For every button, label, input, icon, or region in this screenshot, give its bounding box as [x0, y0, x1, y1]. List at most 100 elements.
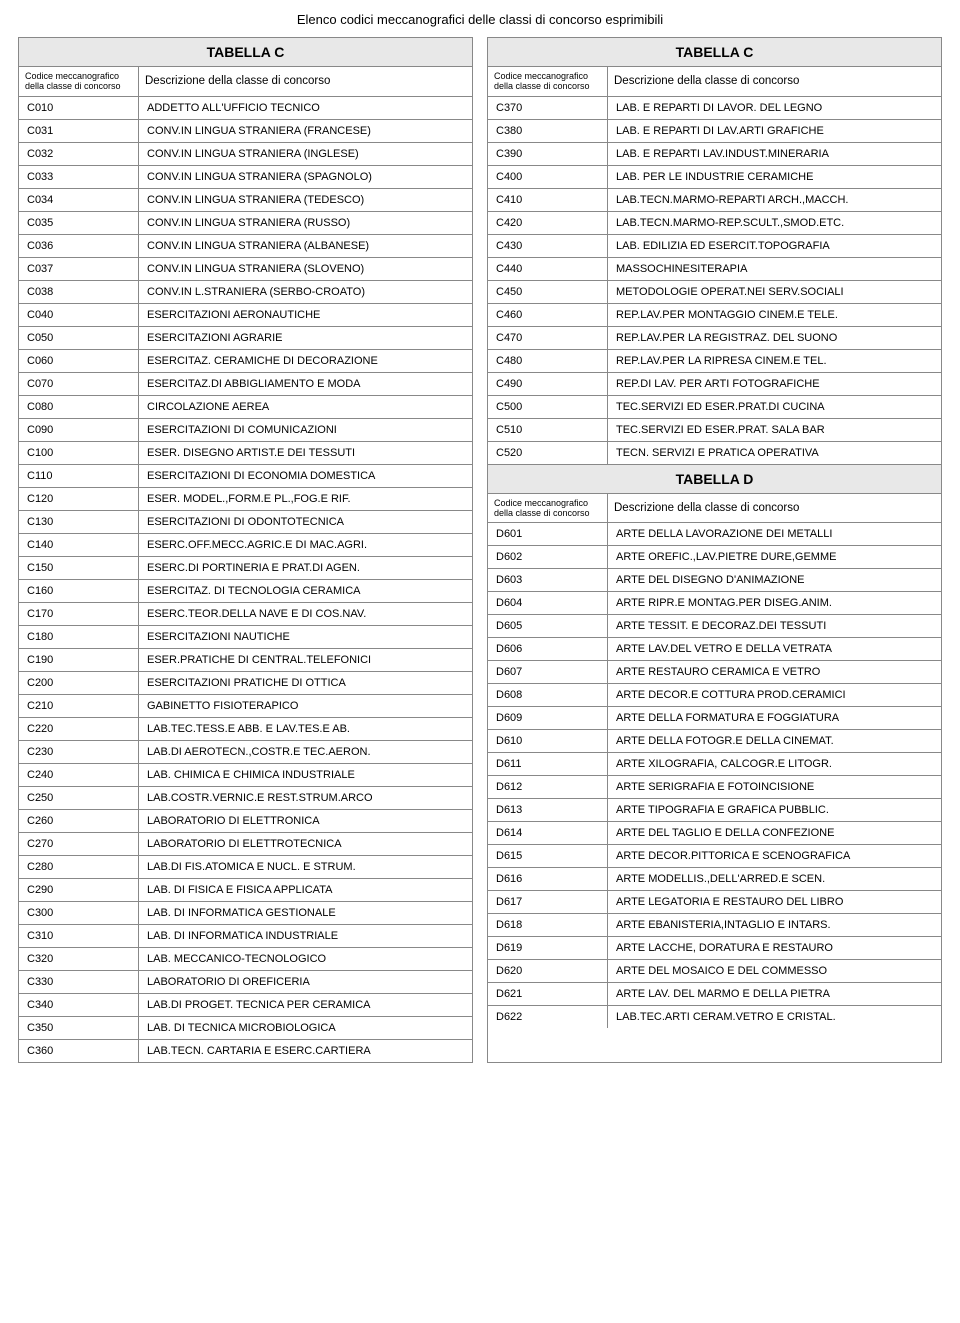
code-cell: C080	[19, 396, 139, 418]
desc-cell: LAB. DI INFORMATICA GESTIONALE	[139, 902, 472, 924]
table-row: C270LABORATORIO DI ELETTROTECNICA	[19, 833, 472, 856]
desc-cell: REP.DI LAV. PER ARTI FOTOGRAFICHE	[608, 373, 941, 395]
table-row: D607ARTE RESTAURO CERAMICA E VETRO	[488, 661, 941, 684]
subheader-desc: Descrizione della classe di concorso	[608, 494, 941, 523]
code-cell: C420	[488, 212, 608, 234]
desc-cell: CONV.IN LINGUA STRANIERA (ALBANESE)	[139, 235, 472, 257]
desc-cell: METODOLOGIE OPERAT.NEI SERV.SOCIALI	[608, 281, 941, 303]
code-cell: D617	[488, 891, 608, 913]
code-cell: C280	[19, 856, 139, 878]
desc-cell: ARTE LAV. DEL MARMO E DELLA PIETRA	[608, 983, 941, 1005]
code-cell: C380	[488, 120, 608, 142]
table-row: C260LABORATORIO DI ELETTRONICA	[19, 810, 472, 833]
desc-cell: ARTE LEGATORIA E RESTAURO DEL LIBRO	[608, 891, 941, 913]
table-row: C280LAB.DI FIS.ATOMICA E NUCL. E STRUM.	[19, 856, 472, 879]
table-row: C032CONV.IN LINGUA STRANIERA (INGLESE)	[19, 143, 472, 166]
right-section2-title: TABELLA D	[488, 464, 941, 494]
desc-cell: ESER. DISEGNO ARTIST.E DEI TESSUTI	[139, 442, 472, 464]
code-cell: C500	[488, 396, 608, 418]
code-cell: D606	[488, 638, 608, 660]
table-row: C440MASSOCHINESITERAPIA	[488, 258, 941, 281]
left-section-title: TABELLA C	[19, 38, 472, 67]
right-section1-title: TABELLA C	[488, 38, 941, 67]
code-cell: D601	[488, 523, 608, 545]
subheader-desc: Descrizione della classe di concorso	[139, 67, 472, 96]
desc-cell: ESER. MODEL.,FORM.E PL.,FOG.E RIF.	[139, 488, 472, 510]
desc-cell: ARTE DELLA FORMATURA E FOGGIATURA	[608, 707, 941, 729]
left-rows-container: C010ADDETTO ALL'UFFICIO TECNICOC031CONV.…	[19, 97, 472, 1062]
code-cell: C180	[19, 626, 139, 648]
code-cell: C490	[488, 373, 608, 395]
code-cell: C034	[19, 189, 139, 211]
code-cell: C480	[488, 350, 608, 372]
code-cell: C400	[488, 166, 608, 188]
desc-cell: LAB.DI FIS.ATOMICA E NUCL. E STRUM.	[139, 856, 472, 878]
desc-cell: LAB.TEC.TESS.E ABB. E LAV.TES.E AB.	[139, 718, 472, 740]
table-row: C350LAB. DI TECNICA MICROBIOLOGICA	[19, 1017, 472, 1040]
table-row: C230LAB.DI AEROTECN.,COSTR.E TEC.AERON.	[19, 741, 472, 764]
desc-cell: ESERCITAZIONI AGRARIE	[139, 327, 472, 349]
desc-cell: CONV.IN LINGUA STRANIERA (RUSSO)	[139, 212, 472, 234]
table-row: C050ESERCITAZIONI AGRARIE	[19, 327, 472, 350]
subheader-code-line1: Codice meccanografico	[494, 71, 588, 81]
code-cell: D611	[488, 753, 608, 775]
code-cell: C130	[19, 511, 139, 533]
desc-cell: LAB.TEC.ARTI CERAM.VETRO E CRISTAL.	[608, 1006, 941, 1028]
table-row: C470REP.LAV.PER LA REGISTRAZ. DEL SUONO	[488, 327, 941, 350]
table-row: C310LAB. DI INFORMATICA INDUSTRIALE	[19, 925, 472, 948]
desc-cell: ARTE DECOR.E COTTURA PROD.CERAMICI	[608, 684, 941, 706]
table-row: C140ESERC.OFF.MECC.AGRIC.E DI MAC.AGRI.	[19, 534, 472, 557]
code-cell: D614	[488, 822, 608, 844]
subheader-code-line2: della classe di concorso	[494, 508, 590, 518]
table-row: D601ARTE DELLA LAVORAZIONE DEI METALLI	[488, 523, 941, 546]
code-cell: C430	[488, 235, 608, 257]
table-row: C480REP.LAV.PER LA RIPRESA CINEM.E TEL.	[488, 350, 941, 373]
desc-cell: ESERC.OFF.MECC.AGRIC.E DI MAC.AGRI.	[139, 534, 472, 556]
table-row: D612ARTE SERIGRAFIA E FOTOINCISIONE	[488, 776, 941, 799]
table-row: C330LABORATORIO DI OREFICERIA	[19, 971, 472, 994]
code-cell: D605	[488, 615, 608, 637]
desc-cell: ESERC.TEOR.DELLA NAVE E DI COS.NAV.	[139, 603, 472, 625]
desc-cell: LABORATORIO DI ELETTROTECNICA	[139, 833, 472, 855]
code-cell: C038	[19, 281, 139, 303]
table-row: D606ARTE LAV.DEL VETRO E DELLA VETRATA	[488, 638, 941, 661]
table-row: C130ESERCITAZIONI DI ODONTOTECNICA	[19, 511, 472, 534]
code-cell: C037	[19, 258, 139, 280]
table-row: C220LAB.TEC.TESS.E ABB. E LAV.TES.E AB.	[19, 718, 472, 741]
desc-cell: LAB.DI AEROTECN.,COSTR.E TEC.AERON.	[139, 741, 472, 763]
code-cell: D602	[488, 546, 608, 568]
desc-cell: LAB. E REPARTI DI LAV.ARTI GRAFICHE	[608, 120, 941, 142]
desc-cell: LAB.DI PROGET. TECNICA PER CERAMICA	[139, 994, 472, 1016]
desc-cell: ARTE MODELLIS.,DELL'ARRED.E SCEN.	[608, 868, 941, 890]
desc-cell: LAB. MECCANICO-TECNOLOGICO	[139, 948, 472, 970]
code-cell: C260	[19, 810, 139, 832]
desc-cell: ESERCITAZ. CERAMICHE DI DECORAZIONE	[139, 350, 472, 372]
desc-cell: ESERC.DI PORTINERIA E PRAT.DI AGEN.	[139, 557, 472, 579]
desc-cell: ARTE TESSIT. E DECORAZ.DEI TESSUTI	[608, 615, 941, 637]
code-cell: C370	[488, 97, 608, 119]
table-row: C250LAB.COSTR.VERNIC.E REST.STRUM.ARCO	[19, 787, 472, 810]
code-cell: D620	[488, 960, 608, 982]
subheader-code-line2: della classe di concorso	[494, 81, 590, 91]
table-row: C080CIRCOLAZIONE AEREA	[19, 396, 472, 419]
desc-cell: ARTE DELLA FOTOGR.E DELLA CINEMAT.	[608, 730, 941, 752]
table-row: D620ARTE DEL MOSAICO E DEL COMMESSO	[488, 960, 941, 983]
desc-cell: ESERCITAZIONI DI ODONTOTECNICA	[139, 511, 472, 533]
table-row: C390LAB. E REPARTI LAV.INDUST.MINERARIA	[488, 143, 941, 166]
table-row: C035CONV.IN LINGUA STRANIERA (RUSSO)	[19, 212, 472, 235]
table-row: D611ARTE XILOGRAFIA, CALCOGR.E LITOGR.	[488, 753, 941, 776]
code-cell: C090	[19, 419, 139, 441]
desc-cell: LABORATORIO DI ELETTRONICA	[139, 810, 472, 832]
code-cell: C440	[488, 258, 608, 280]
code-cell: C070	[19, 373, 139, 395]
table-row: C300LAB. DI INFORMATICA GESTIONALE	[19, 902, 472, 925]
table-row: D603ARTE DEL DISEGNO D'ANIMAZIONE	[488, 569, 941, 592]
desc-cell: CONV.IN LINGUA STRANIERA (FRANCESE)	[139, 120, 472, 142]
table-row: D621ARTE LAV. DEL MARMO E DELLA PIETRA	[488, 983, 941, 1006]
desc-cell: REP.LAV.PER MONTAGGIO CINEM.E TELE.	[608, 304, 941, 326]
code-cell: C450	[488, 281, 608, 303]
desc-cell: LAB. EDILIZIA ED ESERCIT.TOPOGRAFIA	[608, 235, 941, 257]
code-cell: C520	[488, 442, 608, 464]
table-row: D615ARTE DECOR.PITTORICA E SCENOGRAFICA	[488, 845, 941, 868]
left-subheader: Codice meccanografico della classe di co…	[19, 67, 472, 97]
